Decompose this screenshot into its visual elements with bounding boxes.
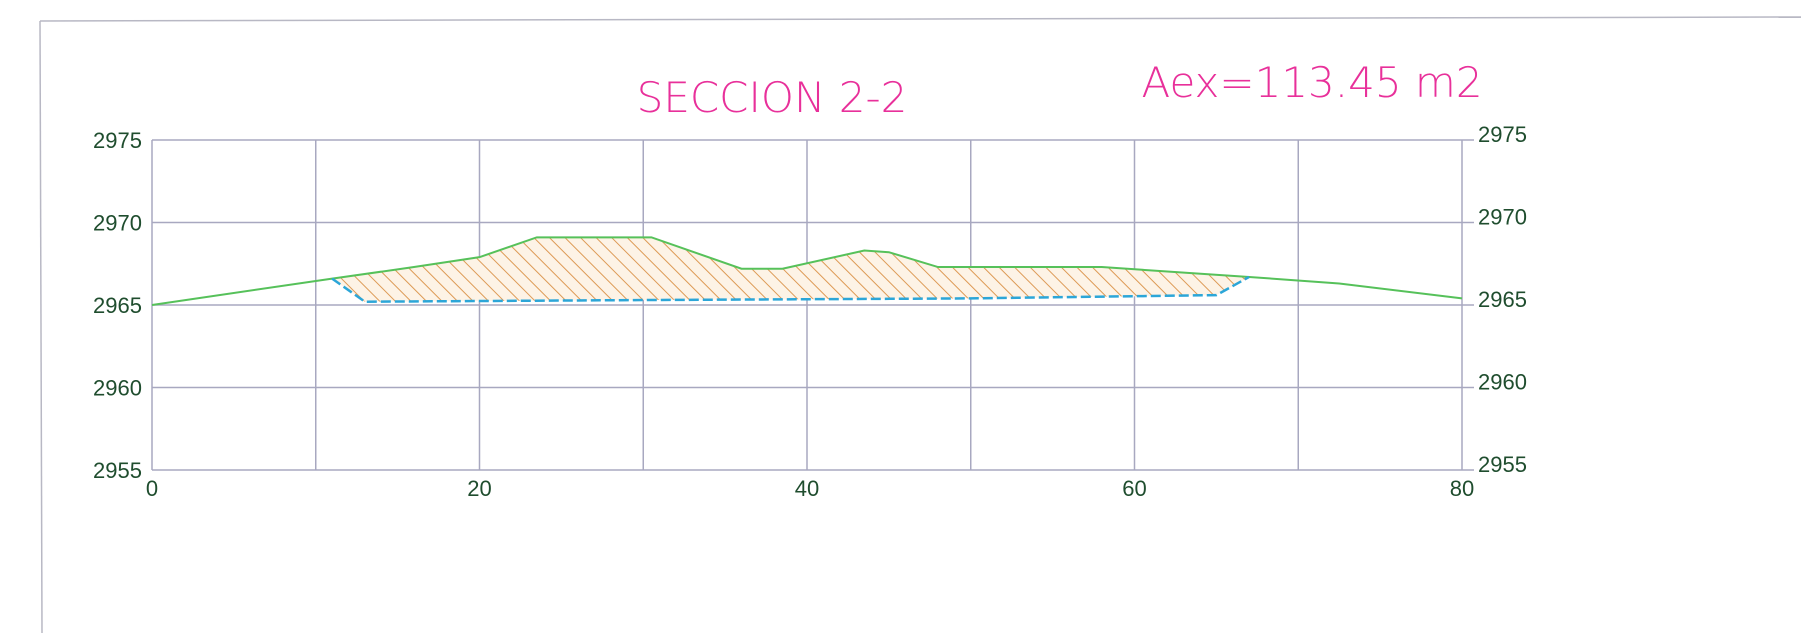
x-tick-label: 40 — [795, 476, 819, 501]
y-tick-label-left: 2975 — [93, 128, 142, 153]
section-title: SECCION 2-2 — [637, 73, 908, 122]
frame-top-line — [39, 16, 1801, 22]
ground-profile-line — [151, 236, 1463, 306]
area-annotation: Aex=113.45 m2 — [1141, 58, 1482, 107]
y-tick-label-right: 2960 — [1478, 370, 1527, 395]
y-tick-label-left: 2965 — [93, 293, 142, 318]
y-tick-label-right: 2975 — [1478, 122, 1527, 147]
y-tick-label-right: 2965 — [1478, 287, 1527, 312]
excavation-line — [331, 275, 1250, 303]
y-tick-label-left: 2970 — [93, 211, 142, 236]
axis-labels: 2955 2955 2960 2960 2965 2965 2970 2970 2975 2975… — [93, 122, 1527, 501]
excavation-area — [332, 237, 1250, 302]
x-tick-label: 0 — [146, 476, 158, 501]
profile-lines — [151, 236, 1463, 306]
y-tick-label-left: 2960 — [93, 376, 142, 401]
y-tick-label-right: 2970 — [1478, 205, 1527, 230]
x-tick-label: 80 — [1450, 476, 1474, 501]
y-tick-label-right: 2955 — [1478, 452, 1527, 477]
frame-left-line — [39, 20, 43, 633]
x-tick-label: 20 — [467, 476, 491, 501]
x-tick-label: 60 — [1122, 476, 1146, 501]
grid — [151, 139, 1474, 471]
y-tick-label-left: 2955 — [93, 458, 142, 483]
excavation-hatch — [332, 237, 1250, 302]
